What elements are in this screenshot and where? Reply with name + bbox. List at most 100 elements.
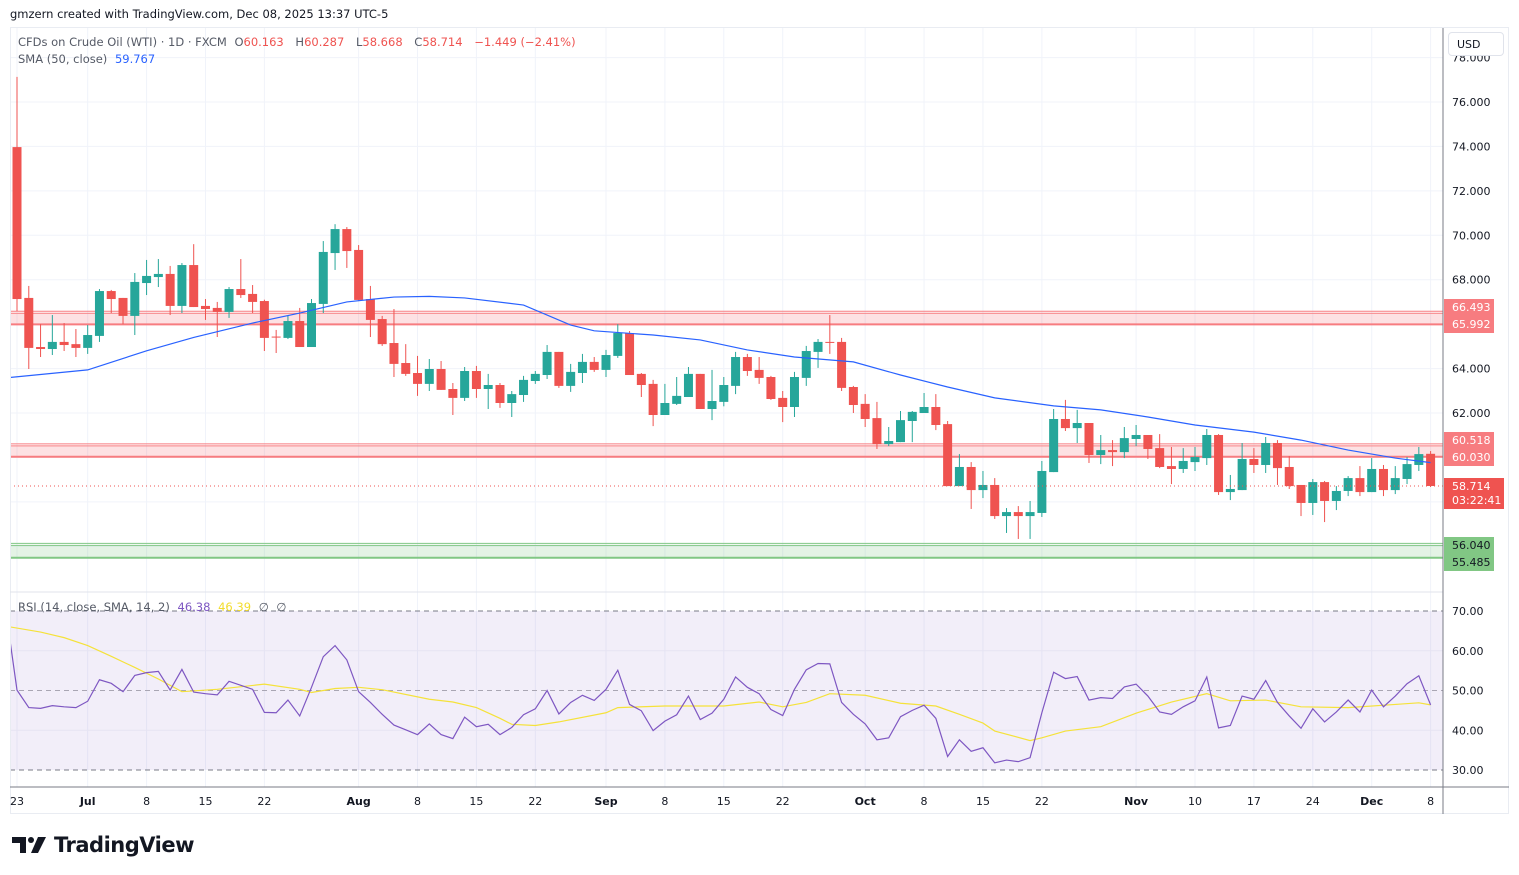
candle[interactable] — [1143, 434, 1153, 459]
candle[interactable] — [1037, 460, 1047, 517]
candle[interactable] — [648, 379, 658, 427]
tradingview-logo[interactable]: TradingView — [12, 833, 194, 857]
candle[interactable] — [24, 285, 34, 370]
candle[interactable] — [660, 383, 670, 415]
candle[interactable] — [860, 394, 870, 427]
candle[interactable] — [837, 337, 847, 392]
candle[interactable] — [601, 349, 611, 378]
candle[interactable] — [778, 391, 788, 423]
candle[interactable] — [1013, 506, 1023, 539]
candle[interactable] — [307, 299, 316, 348]
candle[interactable] — [1390, 466, 1400, 495]
candle[interactable] — [1202, 428, 1212, 465]
candle[interactable] — [636, 373, 646, 398]
candle[interactable] — [354, 245, 364, 302]
candle[interactable] — [1225, 474, 1235, 501]
candle[interactable] — [271, 329, 281, 354]
candle[interactable] — [94, 289, 104, 342]
candle[interactable] — [259, 299, 269, 352]
candle[interactable] — [130, 273, 140, 336]
candle[interactable] — [1296, 484, 1306, 517]
candle[interactable] — [1096, 434, 1106, 465]
candle[interactable] — [1108, 440, 1118, 467]
candle[interactable] — [1272, 440, 1282, 485]
candle[interactable] — [12, 76, 22, 312]
candle[interactable] — [1072, 409, 1082, 443]
candle[interactable] — [248, 285, 258, 314]
candle[interactable] — [389, 309, 399, 378]
candle[interactable] — [966, 462, 976, 509]
candle[interactable] — [413, 355, 423, 396]
candle[interactable] — [896, 410, 905, 443]
candle[interactable] — [1237, 442, 1247, 491]
candle[interactable] — [1355, 466, 1365, 497]
candle[interactable] — [1214, 434, 1224, 495]
candle[interactable] — [200, 299, 210, 320]
candle[interactable] — [1178, 448, 1188, 473]
candle[interactable] — [742, 353, 752, 376]
candle[interactable] — [884, 426, 894, 447]
candle[interactable] — [448, 383, 458, 415]
candle[interactable] — [71, 329, 81, 358]
candle[interactable] — [47, 315, 57, 356]
candle[interactable] — [872, 401, 882, 449]
candle[interactable] — [1426, 451, 1436, 488]
candle[interactable] — [471, 365, 481, 398]
symbol-legend[interactable]: CFDs on Crude Oil (WTI) · 1D · FXCM O60.… — [18, 35, 580, 49]
candle[interactable] — [919, 393, 929, 413]
candle[interactable] — [365, 285, 375, 338]
candle[interactable] — [554, 351, 564, 388]
candle[interactable] — [683, 367, 693, 398]
candle[interactable] — [754, 357, 764, 384]
candle[interactable] — [1414, 446, 1424, 471]
candle[interactable] — [330, 224, 340, 270]
candle[interactable] — [1025, 500, 1035, 539]
candle[interactable] — [943, 420, 953, 487]
candle[interactable] — [224, 287, 234, 318]
candle[interactable] — [59, 323, 69, 352]
candle[interactable] — [1049, 408, 1059, 473]
sma-legend[interactable]: SMA (50, close) 59.767 — [18, 52, 159, 66]
sma-label[interactable]: SMA (50, close) — [18, 52, 108, 66]
candle[interactable] — [118, 297, 128, 325]
candle[interactable] — [283, 315, 293, 340]
candle[interactable] — [318, 241, 328, 314]
candle[interactable] — [695, 373, 705, 409]
candle[interactable] — [613, 324, 623, 358]
candle[interactable] — [954, 454, 964, 487]
candle[interactable] — [707, 369, 717, 421]
candle[interactable] — [507, 391, 517, 417]
candle[interactable] — [189, 244, 199, 308]
candle[interactable] — [931, 394, 941, 431]
candle[interactable] — [813, 339, 823, 368]
symbol-name[interactable]: CFDs on Crude Oil (WTI) · 1D · FXCM — [18, 35, 227, 49]
candle[interactable] — [801, 345, 811, 386]
candle[interactable] — [530, 371, 540, 384]
candle[interactable] — [1190, 446, 1200, 471]
price-axis[interactable]: 78.00076.00074.00072.00070.00068.00064.0… — [1452, 52, 1491, 420]
candle[interactable] — [1367, 458, 1377, 493]
candle[interactable] — [672, 377, 682, 405]
candle[interactable] — [1284, 456, 1294, 489]
candle[interactable] — [542, 345, 552, 380]
candle[interactable] — [990, 478, 1000, 519]
time-axis[interactable]: 23 Jul 8 15 22 Aug 8 15 22 Sep 8 15 22 Oct 8 15 22 Nov 10 1… — [10, 795, 1434, 808]
candle[interactable] — [236, 259, 246, 298]
candle[interactable] — [577, 353, 587, 384]
candle[interactable] — [1155, 434, 1165, 469]
candle[interactable] — [436, 361, 446, 390]
candle[interactable] — [295, 307, 305, 348]
candle[interactable] — [978, 470, 988, 499]
candle[interactable] — [519, 375, 529, 402]
rsi-label[interactable]: RSI (14, close, SMA, 14, 2) — [18, 600, 170, 614]
candle[interactable] — [1261, 436, 1271, 473]
candle[interactable] — [1343, 476, 1353, 497]
candle[interactable] — [766, 375, 776, 400]
candle[interactable] — [106, 289, 116, 314]
rsi-legend[interactable]: RSI (14, close, SMA, 14, 2) 46.38 46.39 … — [18, 600, 290, 614]
candle[interactable] — [142, 259, 152, 296]
candle[interactable] — [1131, 424, 1141, 447]
candle[interactable] — [1402, 456, 1412, 485]
candle[interactable] — [1002, 508, 1012, 533]
